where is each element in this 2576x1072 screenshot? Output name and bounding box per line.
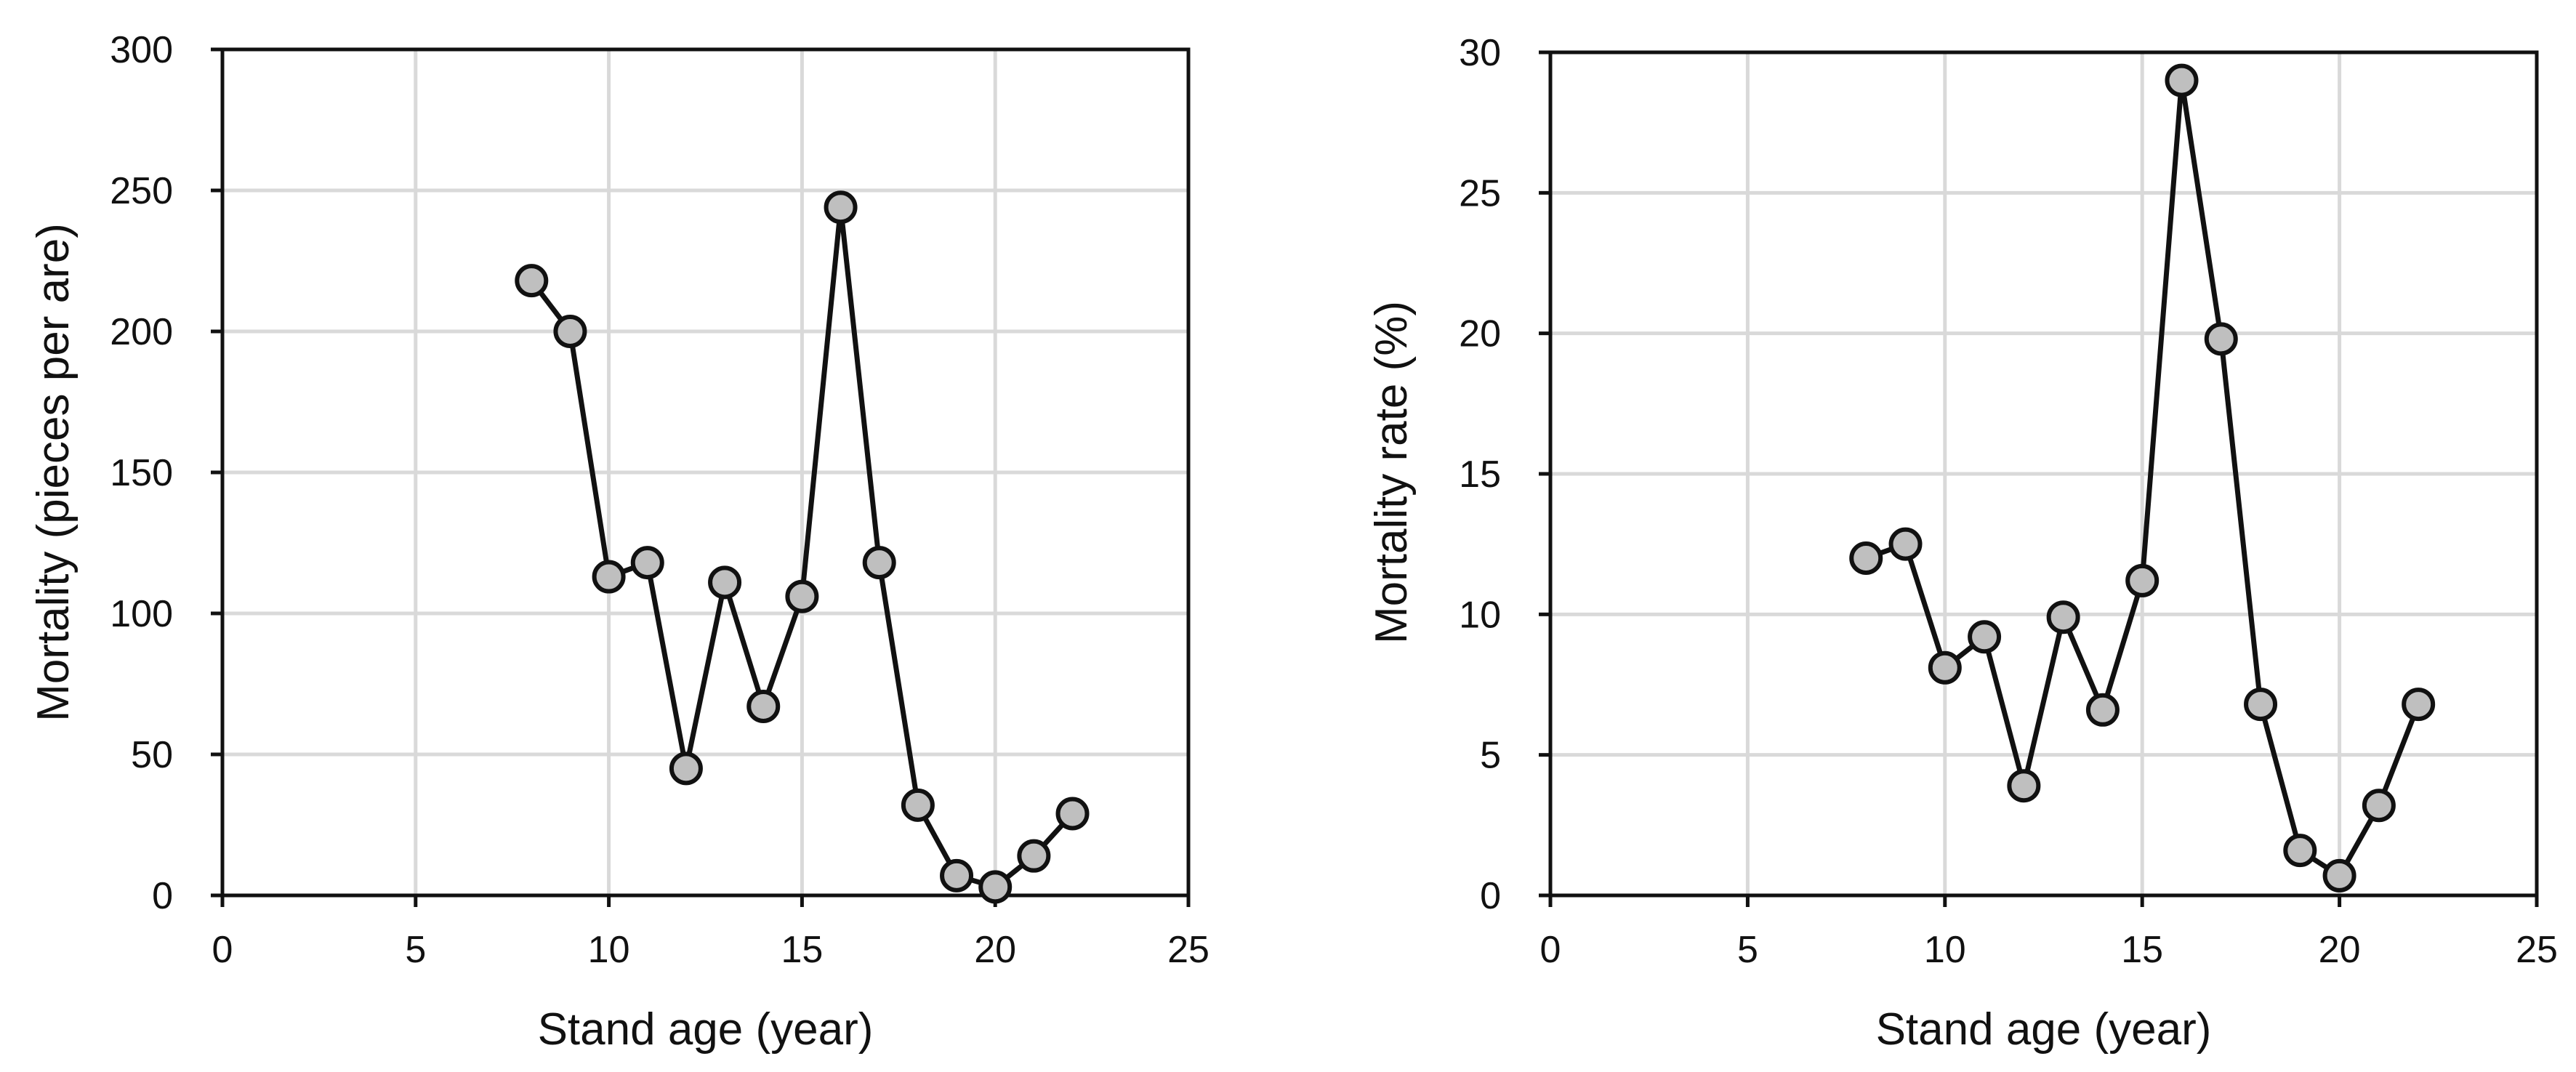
y-tick-label: 5 xyxy=(1480,735,1501,777)
x-tick-label: 10 xyxy=(588,929,630,971)
y-tick-label: 50 xyxy=(131,734,173,776)
data-point xyxy=(1849,541,1883,575)
data-point xyxy=(2125,563,2160,597)
y-tick-label: 300 xyxy=(110,29,173,71)
data-point xyxy=(2046,600,2080,634)
x-tick-label: 15 xyxy=(781,929,823,971)
data-point xyxy=(2283,834,2317,868)
x-tick-label: 25 xyxy=(1167,929,1209,971)
data-point xyxy=(2362,789,2396,823)
y-tick-label: 25 xyxy=(1459,172,1501,214)
y-tick-label: 0 xyxy=(1480,875,1501,917)
grid-lines xyxy=(222,49,1188,895)
data-point xyxy=(901,788,935,822)
data-point xyxy=(1968,620,2002,654)
tick-marks xyxy=(211,47,1191,907)
data-point xyxy=(592,560,626,594)
data-point xyxy=(2402,688,2436,722)
data-point xyxy=(2322,858,2356,892)
y-tick-label: 15 xyxy=(1459,454,1501,496)
x-tick-label: 0 xyxy=(212,929,233,971)
x-tick-label: 5 xyxy=(405,929,426,971)
data-point xyxy=(862,546,896,580)
x-tick-label: 10 xyxy=(1924,929,1966,971)
y-axis-title: Mortality (pieces per are) xyxy=(28,223,79,722)
y-tick-label: 0 xyxy=(152,875,173,917)
data-series xyxy=(515,190,1090,904)
data-point xyxy=(1928,650,1962,685)
data-point xyxy=(553,315,587,348)
x-axis-title: Stand age (year) xyxy=(1876,1004,2212,1055)
data-point xyxy=(2085,693,2120,727)
x-tick-label: 0 xyxy=(1540,929,1561,971)
x-tick-label: 15 xyxy=(2121,929,2163,971)
data-point xyxy=(2244,688,2278,722)
x-tick-label: 20 xyxy=(2319,929,2361,971)
data-point xyxy=(2007,769,2041,803)
data-point xyxy=(1055,797,1090,831)
data-point xyxy=(978,870,1013,904)
data-point xyxy=(824,190,858,225)
x-tick-label: 5 xyxy=(1737,929,1758,971)
y-axis-title: Mortality rate (%) xyxy=(1367,301,1417,644)
tick-marks xyxy=(1539,50,2539,907)
data-series xyxy=(1849,63,2436,892)
data-point xyxy=(1888,527,1923,561)
data-point xyxy=(515,264,549,298)
data-point xyxy=(669,751,703,786)
data-point xyxy=(630,546,664,580)
data-point xyxy=(785,579,819,613)
data-point xyxy=(1017,839,1051,873)
y-tick-label: 20 xyxy=(1459,313,1501,355)
tick-labels: 0 5 10 15 20 25 0 5 10 15 20 25 30 xyxy=(1459,32,2558,971)
data-point xyxy=(2165,63,2199,97)
x-axis-title: Stand age (year) xyxy=(538,1004,874,1055)
y-tick-label: 100 xyxy=(110,593,173,635)
y-tick-label: 250 xyxy=(110,170,173,212)
data-point xyxy=(708,565,742,600)
y-tick-label: 150 xyxy=(110,452,173,494)
y-tick-label: 30 xyxy=(1459,32,1501,74)
y-tick-label: 200 xyxy=(110,311,173,353)
data-point xyxy=(746,690,781,724)
x-tick-label: 20 xyxy=(974,929,1016,971)
grid-lines xyxy=(1550,52,2537,895)
x-tick-label: 25 xyxy=(2516,929,2558,971)
y-tick-label: 10 xyxy=(1459,594,1501,636)
data-point xyxy=(2204,322,2238,356)
data-point xyxy=(940,858,974,892)
